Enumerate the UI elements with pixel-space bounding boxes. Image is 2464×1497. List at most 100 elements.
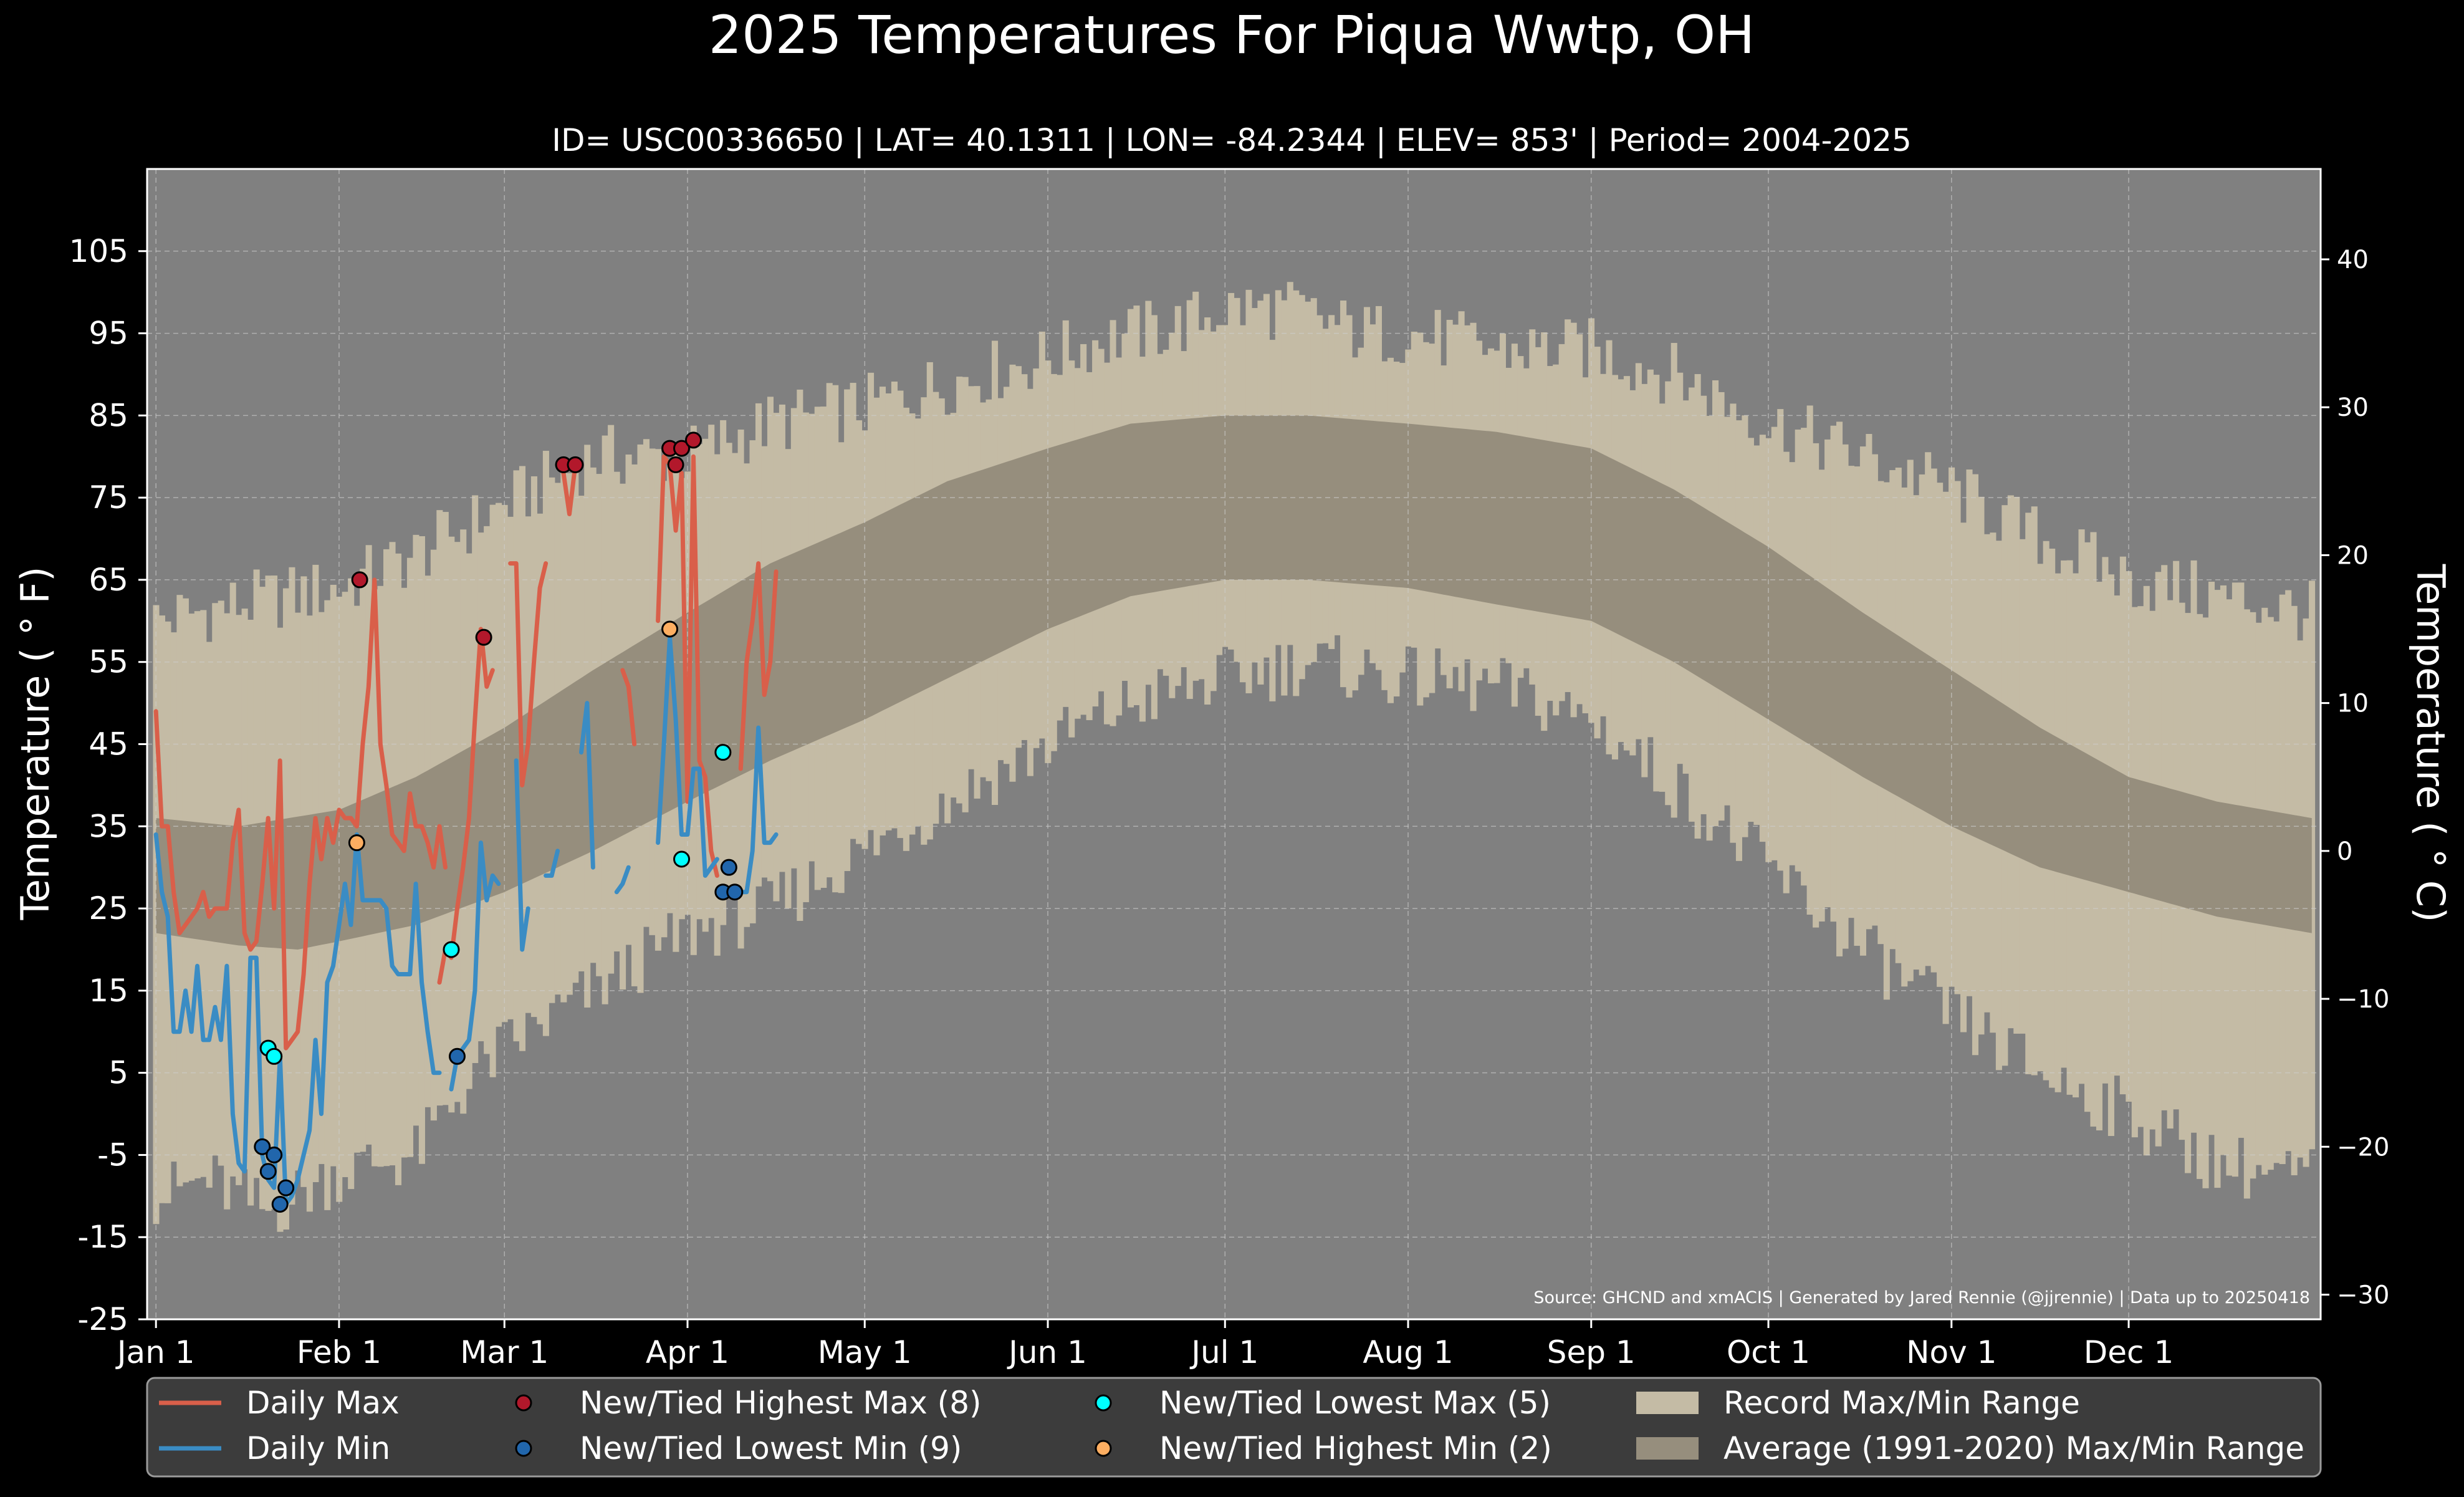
y-tick-label-left: 85 <box>89 397 128 433</box>
daily-min-line <box>579 701 595 870</box>
legend-dot-swatch <box>515 1440 532 1457</box>
y-tick-label-right: 40 <box>2337 246 2369 274</box>
highest-max-point <box>351 571 368 589</box>
lowest-min-point <box>266 1146 283 1163</box>
y-axis-right: −30 −20 −10 0 10 20 30 40 <box>2319 169 2389 1319</box>
y-tick-label-left: 5 <box>108 1055 128 1091</box>
record-points <box>254 431 744 1213</box>
source-note: Source: GHCND and xmACIS | Generated by … <box>1533 1288 2310 1307</box>
daily-min-line <box>514 758 530 952</box>
daily-min-line <box>738 725 779 895</box>
daily-max-line <box>561 462 578 516</box>
daily-min-line <box>656 635 719 878</box>
y-tick-label-left: 25 <box>89 890 128 927</box>
lowest-min-point <box>259 1163 277 1180</box>
y-tick-label-left: 55 <box>89 644 128 680</box>
legend-dot-swatch <box>515 1394 532 1412</box>
x-tick-label: Jul 1 <box>1189 1334 1258 1370</box>
y-tick-label-left: -15 <box>77 1219 128 1255</box>
daily-min-line <box>544 849 560 878</box>
legend-label: Record Max/Min Range <box>1723 1385 2080 1421</box>
y-tick-label-right: −20 <box>2337 1133 2389 1162</box>
y-tick-label-left: -5 <box>97 1137 128 1173</box>
legend-dot-swatch <box>1095 1440 1112 1457</box>
y-tick-label-right: 30 <box>2337 393 2369 422</box>
y-tick-label-right: −30 <box>2337 1281 2389 1309</box>
legend-item: New/Tied Highest Min (2) <box>1095 1430 1552 1466</box>
legend-item: New/Tied Highest Max (8) <box>515 1385 982 1421</box>
legend-item: Daily Max <box>159 1385 400 1421</box>
y-tick-label-left: 65 <box>89 562 128 598</box>
x-tick-label: Feb 1 <box>297 1334 381 1370</box>
lowest-max-point <box>266 1047 283 1065</box>
highest-max-point <box>673 440 691 457</box>
average-range-band <box>156 415 2312 950</box>
legend: Daily Max Daily Min New/Tied Highest Max (… <box>146 1377 2322 1478</box>
legend-label: Daily Min <box>246 1430 390 1466</box>
legend-dot-swatch <box>1095 1394 1112 1412</box>
y-axis-left: -25 -15 -5 5 15 25 35 45 55 65 75 85 95 105 <box>69 169 148 1337</box>
x-tick-label: Jan 1 <box>115 1334 195 1370</box>
legend-label: New/Tied Highest Min (2) <box>1159 1430 1552 1466</box>
chart-subtitle: ID= USC00336650 | LAT= 40.1311 | LON= -8… <box>552 122 1912 158</box>
x-tick-label: Oct 1 <box>1727 1334 1810 1370</box>
y-tick-label-left: 15 <box>89 973 128 1009</box>
daily-max-line <box>738 561 779 771</box>
lowest-min-point <box>720 859 737 876</box>
y-tick-label-left: 105 <box>69 233 128 269</box>
legend-label: Daily Max <box>246 1385 400 1421</box>
x-axis: Jan 1 Feb 1 Mar 1 Apr 1 May 1 Jun 1 Jul 1 Aug 1… <box>115 1319 2174 1370</box>
legend-patch-swatch <box>1636 1437 1699 1460</box>
lowest-min-point <box>448 1047 466 1065</box>
average-range-area <box>156 415 2312 950</box>
y-tick-label-left: -25 <box>77 1301 128 1337</box>
lowest-min-point <box>726 883 744 901</box>
x-tick-label: Aug 1 <box>1363 1334 1453 1370</box>
y-tick-label-left: 95 <box>89 315 128 352</box>
y-tick-label-right: 0 <box>2337 837 2352 866</box>
legend-label: New/Tied Lowest Max (5) <box>1159 1385 1551 1421</box>
highest-min-point <box>348 834 365 852</box>
lowest-max-point <box>673 850 691 868</box>
lowest-min-point <box>271 1196 289 1213</box>
grid-lines <box>147 169 2321 1320</box>
y-tick-label-right: 20 <box>2337 541 2369 570</box>
chart-title: 2025 Temperatures For Piqua Wwtp, OH <box>709 4 1755 65</box>
x-tick-label: Mar 1 <box>460 1334 549 1370</box>
legend-item: Daily Min <box>159 1430 390 1466</box>
lowest-max-point <box>443 941 460 958</box>
lowest-min-point <box>277 1179 295 1196</box>
highest-max-point <box>475 628 492 646</box>
y-tick-label-right: −10 <box>2337 985 2389 1014</box>
x-tick-label: Jun 1 <box>1007 1334 1087 1370</box>
legend-item: New/Tied Lowest Max (5) <box>1095 1385 1551 1421</box>
lowest-max-point <box>714 744 732 761</box>
daily-max-line <box>153 577 448 1051</box>
y-axis-label-right: Temperature ( ° C) <box>2408 564 2453 923</box>
y-tick-label-right: 10 <box>2337 690 2369 718</box>
legend-label: New/Tied Highest Max (8) <box>580 1385 982 1421</box>
daily-min-line <box>614 865 631 895</box>
highest-min-point <box>661 620 679 638</box>
daily-min-line <box>153 832 442 1206</box>
legend-item: Record Max/Min Range <box>1636 1385 2080 1421</box>
x-tick-label: Apr 1 <box>646 1334 729 1370</box>
daily-max-line <box>508 561 549 787</box>
legend-label: New/Tied Lowest Min (9) <box>580 1430 962 1466</box>
y-tick-label-left: 45 <box>89 726 128 763</box>
legend-label: Average (1991-2020) Max/Min Range <box>1723 1430 2304 1466</box>
x-tick-label: Sep 1 <box>1547 1334 1636 1370</box>
lowest-min-point <box>254 1138 271 1155</box>
legend-item: New/Tied Lowest Min (9) <box>515 1430 962 1466</box>
highest-max-point <box>667 456 684 473</box>
legend-patch-swatch <box>1636 1392 1699 1414</box>
record-range-bar <box>2309 580 2316 1150</box>
y-tick-label-left: 75 <box>89 479 128 516</box>
x-tick-label: May 1 <box>818 1334 912 1370</box>
y-axis-label-left: Temperature ( ° F) <box>12 567 58 921</box>
highest-max-point <box>567 456 584 473</box>
y-tick-label-left: 35 <box>89 808 128 844</box>
legend-box <box>146 1377 2322 1478</box>
highest-max-point <box>684 431 702 449</box>
